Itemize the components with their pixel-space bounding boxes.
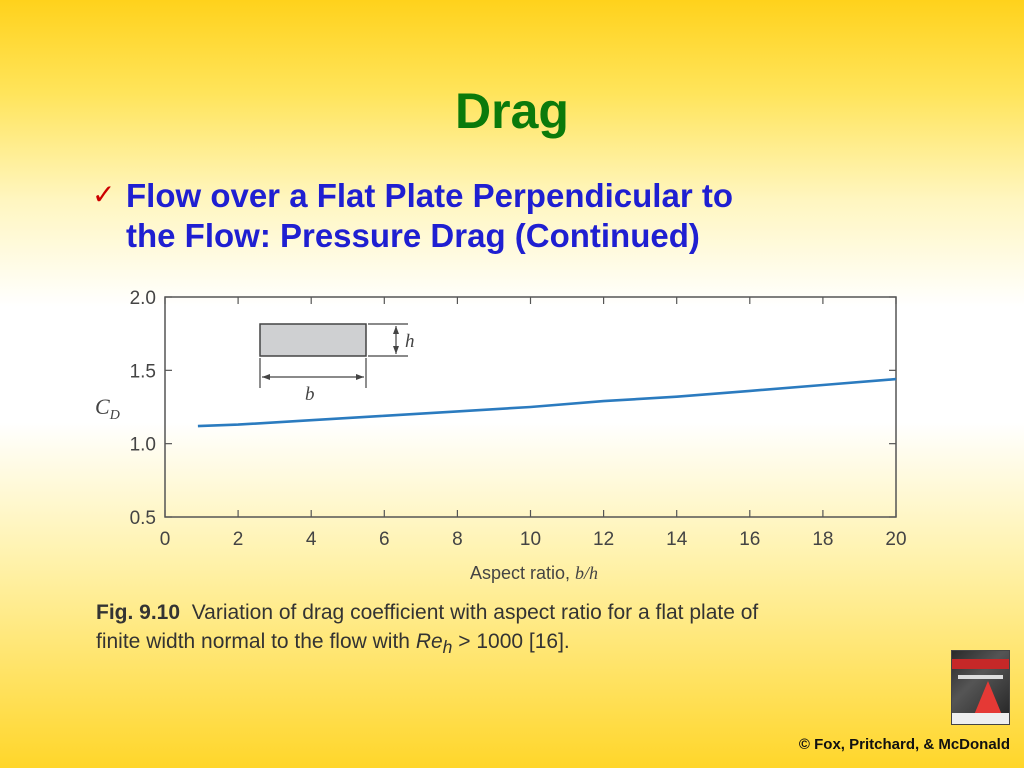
y-axis-label-main: C bbox=[95, 394, 110, 419]
y-axis-label-sub: D bbox=[109, 408, 120, 423]
x-tick-label: 6 bbox=[379, 529, 390, 550]
plate-inset-diagram: h b bbox=[259, 323, 415, 405]
height-arrow-up bbox=[393, 326, 399, 334]
caption-text-2: finite width normal to the flow with bbox=[96, 630, 416, 653]
x-tick-label: 4 bbox=[306, 529, 317, 550]
height-arrow-down bbox=[393, 346, 399, 354]
x-tick-label: 16 bbox=[739, 529, 760, 550]
caption-text-3: > 1000 [16]. bbox=[452, 630, 570, 653]
bullet-line-2: the Flow: Pressure Drag (Continued) bbox=[126, 217, 700, 254]
x-tick-label: 0 bbox=[160, 529, 171, 550]
bullet-item: ✓ Flow over a Flat Plate Perpendicular t… bbox=[92, 176, 892, 256]
width-label: b bbox=[305, 384, 315, 405]
width-arrow-left bbox=[262, 374, 270, 380]
y-tick-label: 0.5 bbox=[130, 508, 156, 529]
y-axis-label: CD bbox=[95, 394, 120, 423]
x-tick-label: 8 bbox=[452, 529, 463, 550]
copyright-notice: © Fox, Pritchard, & McDonald bbox=[798, 736, 1010, 753]
x-tick-label: 20 bbox=[885, 529, 906, 550]
x-axis-label-var: b/h bbox=[575, 563, 598, 583]
x-tick-label: 12 bbox=[593, 529, 614, 550]
drag-coefficient-chart: 0 2 4 6 8 10 12 14 16 18 20 0.5 1.0 1.5 2.0 h b CD Asp… bbox=[95, 288, 907, 583]
plate-rectangle bbox=[259, 323, 367, 357]
slide-title: Drag bbox=[455, 83, 569, 139]
caption-line-1: Fig. 9.10 Variation of drag coefficient … bbox=[96, 598, 926, 627]
x-tick-label: 10 bbox=[520, 529, 541, 550]
figure-caption: Fig. 9.10 Variation of drag coefficient … bbox=[96, 598, 926, 662]
reynolds-subscript: h bbox=[442, 637, 453, 658]
y-tick-label: 2.0 bbox=[130, 288, 156, 309]
width-arrow-right bbox=[356, 374, 364, 380]
x-axis-label: Aspect ratio, b/h bbox=[470, 563, 598, 583]
reynolds-symbol: Re bbox=[415, 630, 443, 653]
textbook-cover-icon bbox=[951, 650, 1010, 725]
x-axis-label-text: Aspect ratio, bbox=[470, 563, 575, 583]
y-tick-label: 1.5 bbox=[130, 361, 156, 382]
checkmark-icon: ✓ bbox=[92, 178, 116, 211]
height-label: h bbox=[405, 331, 415, 352]
figure-label: Fig. 9.10 bbox=[96, 601, 181, 624]
caption-text-1: Variation of drag coefficient with aspec… bbox=[191, 601, 759, 624]
x-tick-label: 14 bbox=[666, 529, 688, 550]
bullet-line-1: Flow over a Flat Plate Perpendicular to bbox=[126, 177, 733, 214]
y-tick-label: 1.0 bbox=[130, 435, 156, 456]
x-tick-label: 2 bbox=[233, 529, 244, 550]
drag-coefficient-curve bbox=[197, 377, 897, 428]
bullet-text: Flow over a Flat Plate Perpendicular to … bbox=[126, 176, 733, 256]
caption-line-2: finite width normal to the flow with Reh… bbox=[96, 627, 926, 662]
x-tick-label: 18 bbox=[812, 529, 833, 550]
